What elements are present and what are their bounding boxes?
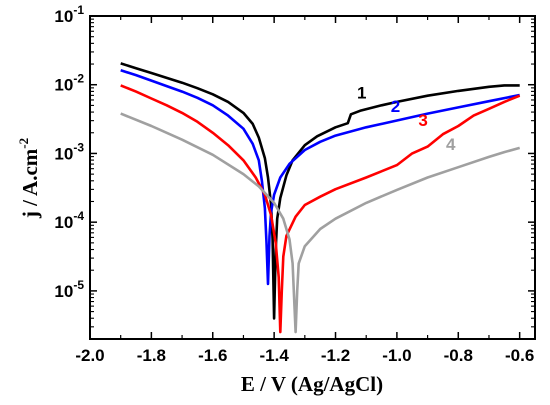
series-curve-1 [120,62,520,320]
y-axis-title: j / A.cm-2 [16,138,42,219]
x-tick-label: -0.6 [505,346,534,365]
curve-label-3: 3 [418,111,427,130]
y-tick-label: 10-3 [54,140,84,163]
curve-labels: 1 234 [357,83,456,154]
series-curve-2 [120,69,520,286]
curve-label-2: 2 [391,97,400,116]
curves-layer [120,62,521,334]
y-axis-ticks: 10-5 10-4 10-3 10-2 10-1 [54,3,535,340]
x-axis-title: E / V (Ag/AgCl) [241,372,383,396]
series-curve-4 [120,112,521,334]
curve-label-1: 1 [357,83,366,102]
y-tick-label: 10-2 [54,72,84,95]
x-tick-label: -1.4 [259,346,289,365]
x-tick-label: -0.8 [444,346,473,365]
curve-label-4: 4 [446,135,456,154]
y-axis-title-main: j / A.cm [18,148,42,219]
x-tick-label: -1.2 [321,346,350,365]
x-axis-ticks: -2.0 -1.8 -1.6 -1.4 -1.2 -1.0 -0.8 -0.6 [75,16,534,365]
y-tick-label: 10-5 [54,278,84,301]
x-tick-label: -1.8 [137,346,166,365]
plot-area-frame [89,15,536,340]
x-tick-label: -1.0 [382,346,411,365]
x-tick-label: -1.6 [198,346,227,365]
y-tick-label: 10-1 [54,3,84,26]
x-tick-label: -2.0 [75,346,104,365]
y-tick-label: 10-4 [54,209,84,232]
series-curve-3 [120,84,521,334]
y-axis-title-exponent: -2 [16,138,31,149]
